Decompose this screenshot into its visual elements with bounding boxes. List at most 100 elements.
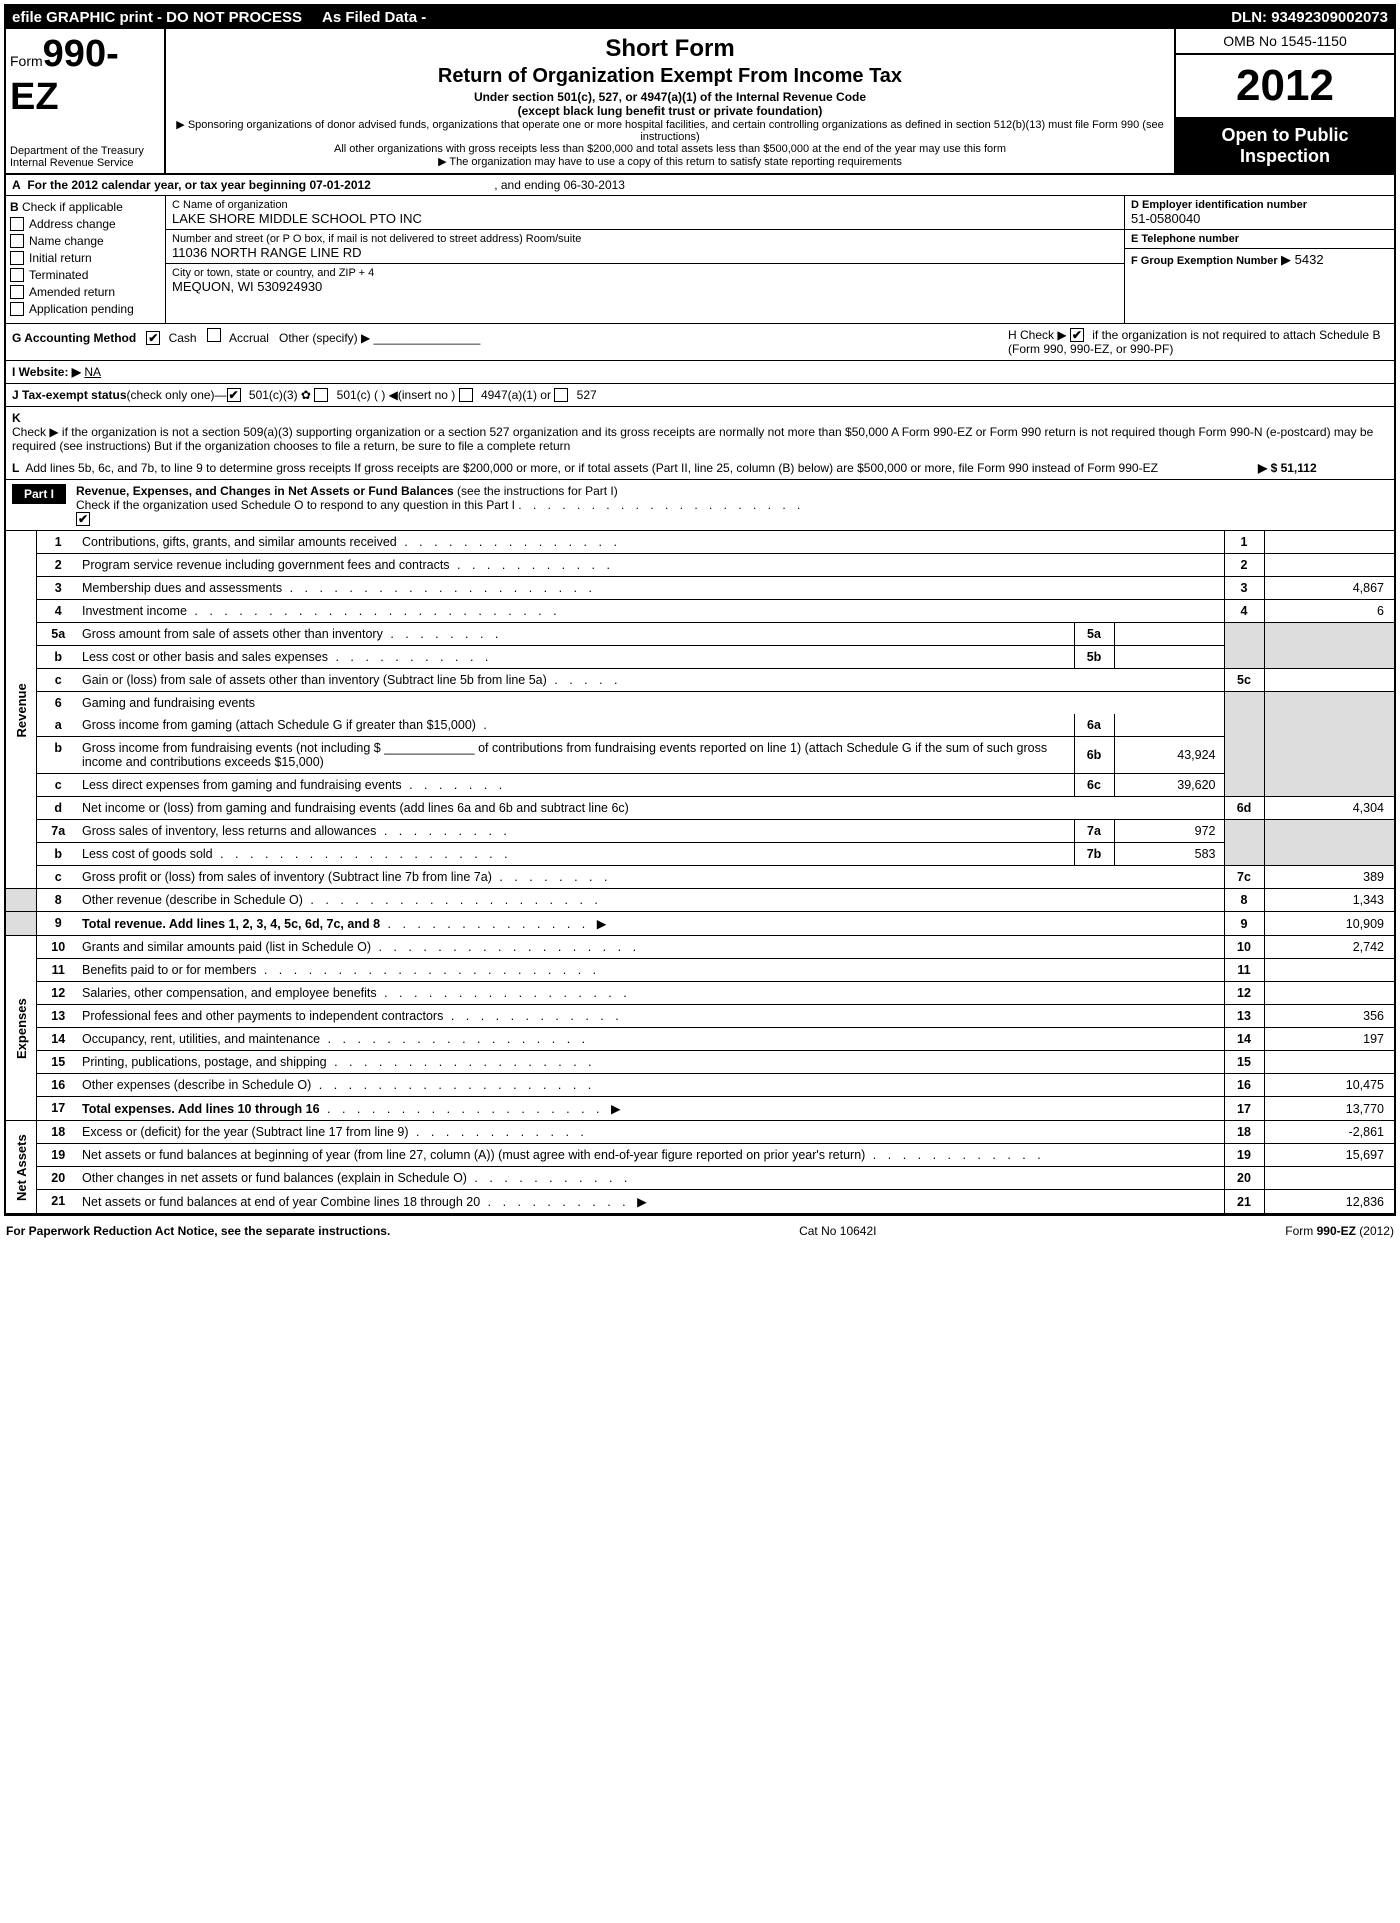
side-revenue: Revenue [6, 531, 36, 889]
line-19: 19 Net assets or fund balances at beginn… [6, 1144, 1394, 1167]
line-6b: b Gross income from fundraising events (… [6, 737, 1394, 774]
row-a: A For the 2012 calendar year, or tax yea… [6, 175, 1394, 196]
note2: All other organizations with gross recei… [176, 143, 1164, 155]
cb-address-change[interactable]: Address change [10, 217, 161, 231]
note1: ▶ Sponsoring organizations of donor advi… [176, 118, 1164, 143]
omb-number: OMB No 1545-1150 [1176, 29, 1394, 55]
line-17: 17 Total expenses. Add lines 10 through … [6, 1097, 1394, 1121]
line-4: 4 Investment income . . . . . . . . . . … [6, 600, 1394, 623]
cb-schedule-o-part1[interactable]: ✔ [76, 512, 90, 526]
row-j: J Tax-exempt status (check only one)— ✔ … [6, 384, 1394, 407]
line-16: 16 Other expenses (describe in Schedule … [6, 1074, 1394, 1097]
row-h-text1: H Check ▶ [1008, 328, 1067, 342]
line-11: 11 Benefits paid to or for members . . .… [6, 959, 1394, 982]
cb-501c[interactable] [314, 388, 328, 402]
footer: For Paperwork Reduction Act Notice, see … [0, 1220, 1400, 1242]
line-1: Revenue 1 Contributions, gifts, grants, … [6, 531, 1394, 554]
row-k: K Check ▶ if the organization is not a s… [6, 407, 1394, 457]
line-8: 8 Other revenue (describe in Schedule O)… [6, 889, 1394, 912]
org-name: LAKE SHORE MIDDLE SCHOOL PTO INC [172, 211, 1118, 226]
label-i: I Website: ▶ [12, 365, 81, 379]
cb-schedule-b[interactable]: ✔ [1070, 328, 1084, 342]
line-10: Expenses 10 Grants and similar amounts p… [6, 936, 1394, 959]
label-city: City or town, state or country, and ZIP … [172, 267, 1118, 279]
lines-table: Revenue 1 Contributions, gifts, grants, … [6, 531, 1394, 1214]
entity-section: B Check if applicable Address change Nam… [6, 196, 1394, 324]
org-city: MEQUON, WI 530924930 [172, 279, 1118, 294]
row-g-h: G Accounting Method ✔ Cash Accrual Other… [6, 324, 1394, 361]
cb-4947[interactable] [459, 388, 473, 402]
side-netassets: Net Assets [6, 1121, 36, 1214]
footer-center: Cat No 10642I [799, 1224, 876, 1238]
form-990ez: efile GRAPHIC print - DO NOT PROCESS As … [4, 4, 1396, 1216]
line-14: 14 Occupancy, rent, utilities, and maint… [6, 1028, 1394, 1051]
top-bar: efile GRAPHIC print - DO NOT PROCESS As … [6, 6, 1394, 29]
note3: ▶ The organization may have to use a cop… [176, 155, 1164, 168]
header-right: OMB No 1545-1150 2012 Open to Public Ins… [1174, 29, 1394, 173]
part-1-note: (see the instructions for Part I) [457, 484, 618, 498]
row-a-text: For the 2012 calendar year, or tax year … [27, 178, 371, 192]
cb-pending[interactable]: Application pending [10, 302, 161, 316]
line-12: 12 Salaries, other compensation, and emp… [6, 982, 1394, 1005]
line-15: 15 Printing, publications, postage, and … [6, 1051, 1394, 1074]
form-number: 990-EZ [10, 33, 119, 118]
part-1-label: Part I [12, 484, 66, 504]
header-section: Form990-EZ Department of the Treasury In… [6, 29, 1394, 175]
dept-treasury: Department of the Treasury [10, 145, 160, 157]
line-13: 13 Professional fees and other payments … [6, 1005, 1394, 1028]
section-b: B Check if applicable Address change Nam… [6, 196, 166, 323]
line-3: 3 Membership dues and assessments . . . … [6, 577, 1394, 600]
label-org-name: C Name of organization [172, 199, 1118, 211]
dept-irs: Internal Revenue Service [10, 157, 160, 169]
line-7c: c Gross profit or (loss) from sales of i… [6, 866, 1394, 889]
label-addr: Number and street (or P O box, if mail i… [172, 233, 1118, 245]
row-l-text: Add lines 5b, 6c, and 7b, to line 9 to d… [25, 461, 1158, 475]
row-i: I Website: ▶ NA [6, 361, 1394, 384]
title-main: Return of Organization Exempt From Incom… [176, 65, 1164, 88]
cb-accrual[interactable] [207, 328, 221, 342]
footer-right: Form 990-EZ (2012) [1285, 1224, 1394, 1238]
section-c: C Name of organization LAKE SHORE MIDDLE… [166, 196, 1124, 323]
label-g: G Accounting Method [12, 331, 136, 345]
line-5c: c Gain or (loss) from sale of assets oth… [6, 669, 1394, 692]
open-public: Open to Public Inspection [1176, 119, 1394, 173]
cb-name-change[interactable]: Name change [10, 234, 161, 248]
line-5a: 5a Gross amount from sale of assets othe… [6, 623, 1394, 646]
form-prefix: Form [10, 53, 43, 69]
cb-cash[interactable]: ✔ [146, 331, 160, 345]
line-6a: a Gross income from gaming (attach Sched… [6, 714, 1394, 737]
row-k-text: Check ▶ if the organization is not a sec… [12, 425, 1388, 453]
line-2: 2 Program service revenue including gove… [6, 554, 1394, 577]
label-group-exempt: F Group Exemption Number [1131, 255, 1278, 267]
label-j: J Tax-exempt status [12, 388, 127, 402]
subtitle2: (except black lung benefit trust or priv… [176, 104, 1164, 118]
row-l: L Add lines 5b, 6c, and 7b, to line 9 to… [6, 457, 1394, 480]
group-exempt: ▶ 5432 [1281, 252, 1324, 267]
line-21: 21 Net assets or fund balances at end of… [6, 1190, 1394, 1214]
title-short: Short Form [176, 35, 1164, 63]
topbar-right: DLN: 93492309002073 [1231, 9, 1388, 26]
ein: 51-0580040 [1131, 211, 1388, 226]
row-a-ending: , and ending 06-30-2013 [494, 178, 625, 192]
part-1-header: Part I Revenue, Expenses, and Changes in… [6, 480, 1394, 531]
cb-amended[interactable]: Amended return [10, 285, 161, 299]
gross-receipts: ▶ $ 51,112 [1258, 461, 1388, 475]
header-center: Short Form Return of Organization Exempt… [166, 29, 1174, 173]
cb-501c3[interactable]: ✔ [227, 388, 241, 402]
cb-527[interactable] [554, 388, 568, 402]
line-7a: 7a Gross sales of inventory, less return… [6, 820, 1394, 843]
side-expenses: Expenses [6, 936, 36, 1121]
part-1-check-note: Check if the organization used Schedule … [76, 498, 515, 512]
website: NA [84, 365, 101, 379]
line-5b: b Less cost or other basis and sales exp… [6, 646, 1394, 669]
topbar-left: efile GRAPHIC print - DO NOT PROCESS [12, 9, 302, 26]
cb-initial-return[interactable]: Initial return [10, 251, 161, 265]
header-left: Form990-EZ Department of the Treasury In… [6, 29, 166, 173]
line-20: 20 Other changes in net assets or fund b… [6, 1167, 1394, 1190]
line-6d: d Net income or (loss) from gaming and f… [6, 797, 1394, 820]
topbar-center: As Filed Data - [302, 9, 1231, 26]
org-addr: 11036 NORTH RANGE LINE RD [172, 245, 1118, 260]
cb-terminated[interactable]: Terminated [10, 268, 161, 282]
footer-left: For Paperwork Reduction Act Notice, see … [6, 1224, 390, 1238]
entity-right: D Employer identification number 51-0580… [1124, 196, 1394, 323]
